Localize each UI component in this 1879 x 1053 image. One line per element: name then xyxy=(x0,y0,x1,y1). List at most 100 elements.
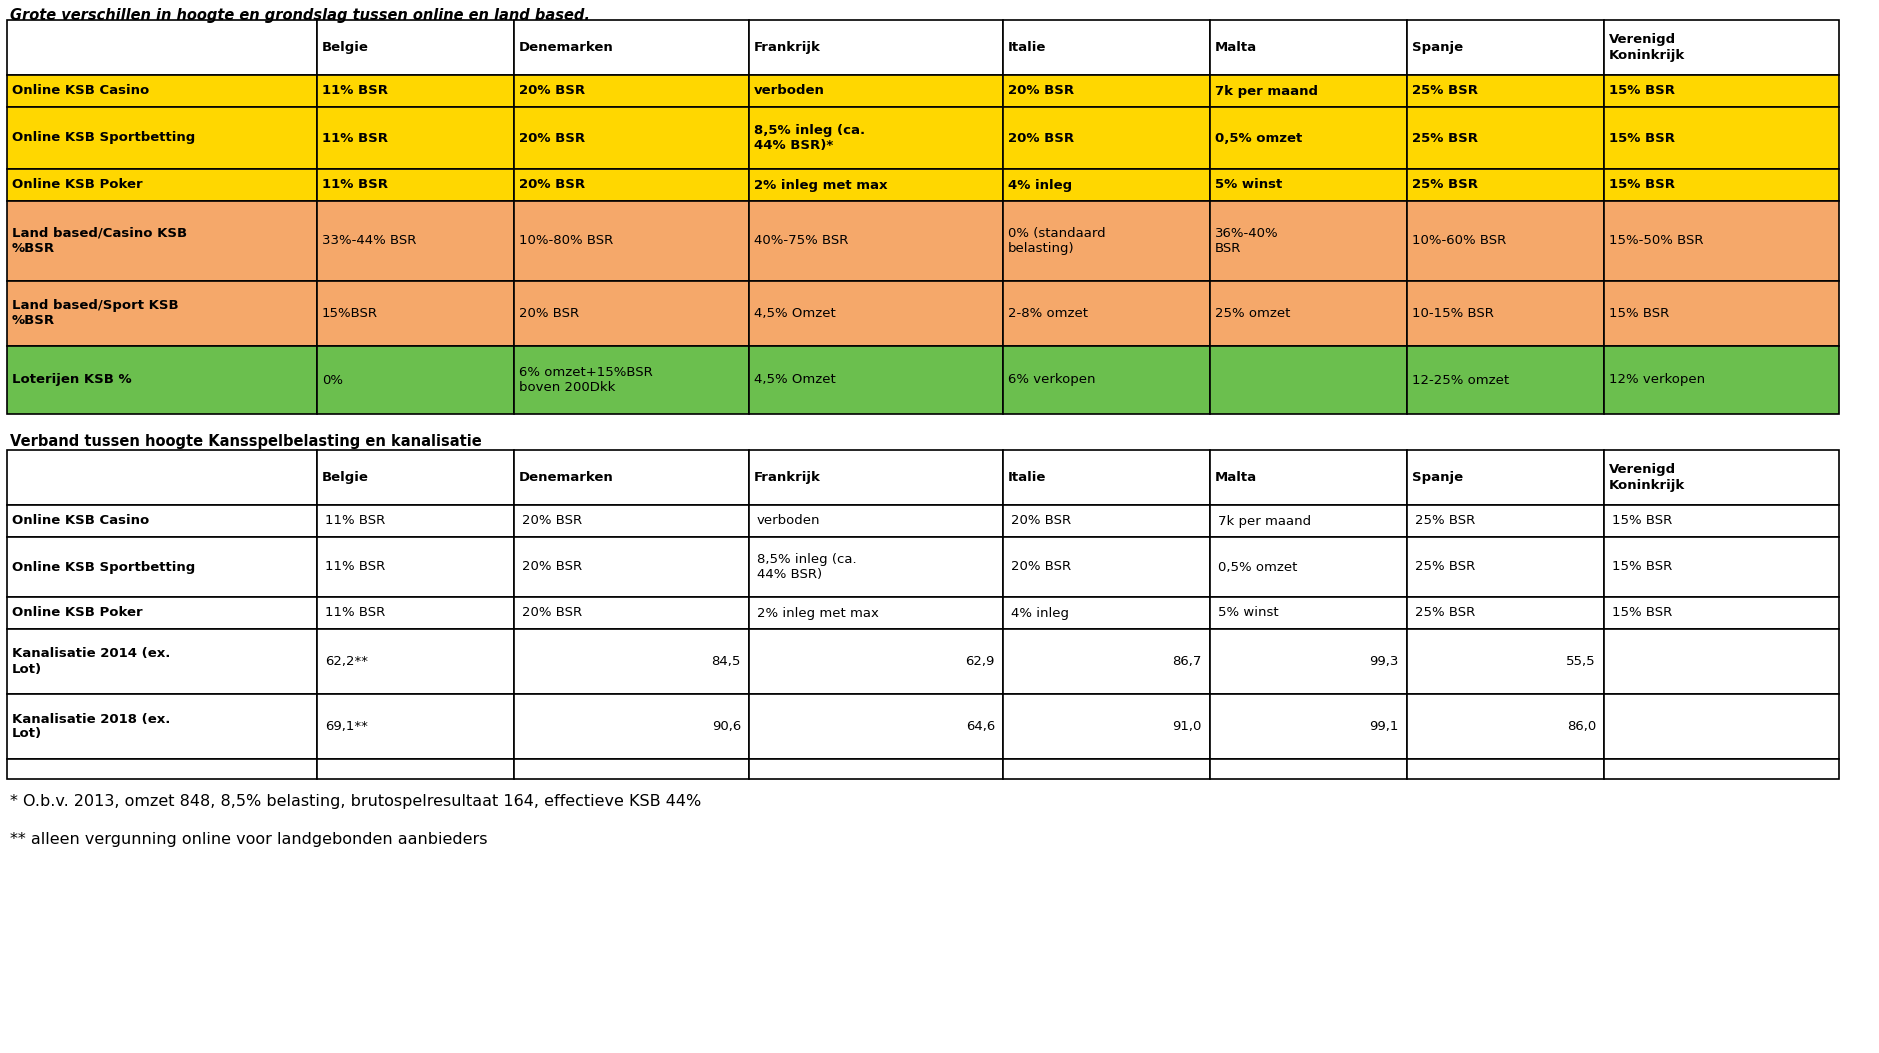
Text: 64,6: 64,6 xyxy=(966,720,996,733)
Bar xyxy=(318,168,515,201)
Bar xyxy=(1605,107,1840,168)
Text: 15% BSR: 15% BSR xyxy=(1612,560,1672,574)
Text: 10%-80% BSR: 10%-80% BSR xyxy=(519,235,613,247)
Text: 99,3: 99,3 xyxy=(1370,655,1400,668)
Text: Malta: Malta xyxy=(1216,471,1257,484)
Text: Online KSB Poker: Online KSB Poker xyxy=(11,607,143,619)
Text: 5% winst: 5% winst xyxy=(1218,607,1278,619)
Bar xyxy=(1210,694,1407,759)
Text: Land based/Casino KSB
%BSR: Land based/Casino KSB %BSR xyxy=(11,227,188,255)
Bar xyxy=(515,346,750,414)
Bar xyxy=(318,107,515,168)
Text: Verenigd
Koninkrijk: Verenigd Koninkrijk xyxy=(1608,34,1685,61)
Text: 11% BSR: 11% BSR xyxy=(321,84,387,98)
Bar xyxy=(8,75,318,107)
Bar xyxy=(8,201,318,281)
Text: 15% BSR: 15% BSR xyxy=(1612,607,1672,619)
Text: Spanje: Spanje xyxy=(1411,41,1464,54)
Bar xyxy=(1605,597,1840,629)
Bar xyxy=(8,20,318,75)
Text: 25% BSR: 25% BSR xyxy=(1411,179,1479,192)
Text: Kanalisatie 2014 (ex.
Lot): Kanalisatie 2014 (ex. Lot) xyxy=(11,648,171,676)
Bar xyxy=(318,346,515,414)
Bar xyxy=(750,450,1003,505)
Bar xyxy=(515,629,750,694)
Bar xyxy=(1605,75,1840,107)
Bar xyxy=(1407,629,1605,694)
Text: 20% BSR: 20% BSR xyxy=(1011,560,1071,574)
Bar xyxy=(750,20,1003,75)
Text: Loterijen KSB %: Loterijen KSB % xyxy=(11,374,132,386)
Text: Online KSB Sportbetting: Online KSB Sportbetting xyxy=(11,132,195,144)
Text: 0% (standaard
belasting): 0% (standaard belasting) xyxy=(1007,227,1105,255)
Bar xyxy=(1003,629,1210,694)
Bar xyxy=(1407,107,1605,168)
Bar xyxy=(318,597,515,629)
Bar xyxy=(1003,201,1210,281)
Text: 20% BSR: 20% BSR xyxy=(519,132,584,144)
Text: 20% BSR: 20% BSR xyxy=(522,607,582,619)
Bar xyxy=(750,597,1003,629)
Text: 20% BSR: 20% BSR xyxy=(522,515,582,528)
Text: Malta: Malta xyxy=(1216,41,1257,54)
Text: 15% BSR: 15% BSR xyxy=(1608,84,1674,98)
Text: 11% BSR: 11% BSR xyxy=(325,607,385,619)
Bar xyxy=(318,20,515,75)
Bar xyxy=(515,450,750,505)
Text: 20% BSR: 20% BSR xyxy=(519,84,584,98)
Bar xyxy=(1407,694,1605,759)
Bar xyxy=(1605,201,1840,281)
Text: Kanalisatie 2018 (ex.
Lot): Kanalisatie 2018 (ex. Lot) xyxy=(11,713,171,740)
Text: ** alleen vergunning online voor landgebonden aanbieders: ** alleen vergunning online voor landgeb… xyxy=(9,832,487,847)
Bar xyxy=(1407,20,1605,75)
Bar xyxy=(515,75,750,107)
Bar xyxy=(1003,168,1210,201)
Bar xyxy=(750,694,1003,759)
Bar xyxy=(515,107,750,168)
Bar xyxy=(8,450,318,505)
Text: 4% inleg: 4% inleg xyxy=(1011,607,1069,619)
Bar xyxy=(1210,505,1407,537)
Bar xyxy=(318,694,515,759)
Bar xyxy=(750,281,1003,346)
Text: 62,9: 62,9 xyxy=(966,655,996,668)
Bar xyxy=(1407,346,1605,414)
Bar xyxy=(318,505,515,537)
Bar xyxy=(1003,346,1210,414)
Bar xyxy=(318,75,515,107)
Bar xyxy=(318,450,515,505)
Bar xyxy=(8,629,318,694)
Bar xyxy=(8,505,318,537)
Bar xyxy=(1210,629,1407,694)
Bar xyxy=(318,201,515,281)
Bar xyxy=(750,629,1003,694)
Bar xyxy=(1605,281,1840,346)
Bar xyxy=(1407,759,1605,779)
Bar xyxy=(8,107,318,168)
Text: 11% BSR: 11% BSR xyxy=(325,560,385,574)
Text: Spanje: Spanje xyxy=(1411,471,1464,484)
Bar xyxy=(750,107,1003,168)
Text: 0%: 0% xyxy=(321,374,344,386)
Text: * O.b.v. 2013, omzet 848, 8,5% belasting, brutospelresultaat 164, effectieve KSB: * O.b.v. 2013, omzet 848, 8,5% belasting… xyxy=(9,794,701,809)
Text: 90,6: 90,6 xyxy=(712,720,740,733)
Bar xyxy=(1210,75,1407,107)
Bar xyxy=(750,505,1003,537)
Text: 2% inleg met max: 2% inleg met max xyxy=(757,607,879,619)
Text: 15%BSR: 15%BSR xyxy=(321,307,378,320)
Text: 15%-50% BSR: 15%-50% BSR xyxy=(1608,235,1704,247)
Text: 7k per maand: 7k per maand xyxy=(1218,515,1312,528)
Bar xyxy=(1605,694,1840,759)
Text: 15% BSR: 15% BSR xyxy=(1612,515,1672,528)
Text: 91,0: 91,0 xyxy=(1172,720,1203,733)
Bar xyxy=(8,168,318,201)
Text: 86,0: 86,0 xyxy=(1567,720,1595,733)
Bar xyxy=(515,20,750,75)
Text: Frankrijk: Frankrijk xyxy=(753,41,821,54)
Text: 5% winst: 5% winst xyxy=(1216,179,1281,192)
Text: Belgie: Belgie xyxy=(321,471,368,484)
Bar xyxy=(1407,537,1605,597)
Bar xyxy=(1003,537,1210,597)
Text: 20% BSR: 20% BSR xyxy=(519,179,584,192)
Text: 10%-60% BSR: 10%-60% BSR xyxy=(1411,235,1507,247)
